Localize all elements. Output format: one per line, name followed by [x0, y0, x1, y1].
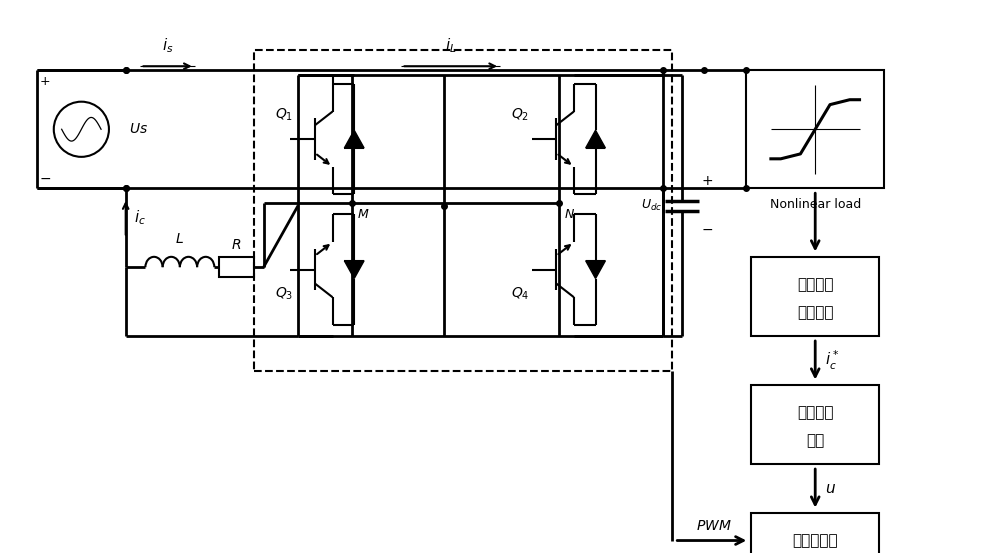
Polygon shape [344, 130, 364, 148]
Text: −: − [40, 172, 52, 185]
Text: 谐波检测: 谐波检测 [797, 305, 833, 320]
Text: $i_c^*$: $i_c^*$ [825, 349, 840, 372]
Bar [751, 385, 879, 464]
Text: 三角波调制: 三角波调制 [792, 533, 838, 548]
Text: $Us$: $Us$ [129, 123, 148, 136]
Text: $L$: $L$ [175, 232, 184, 246]
Text: $i_c$: $i_c$ [134, 208, 146, 227]
Text: 瞬时无功: 瞬时无功 [797, 277, 833, 292]
Bar [746, 70, 884, 188]
Text: +: + [702, 174, 714, 188]
Text: $N$: $N$ [564, 208, 575, 221]
Text: $Q_3$: $Q_3$ [275, 286, 293, 302]
Polygon shape [586, 261, 605, 278]
Text: 控制: 控制 [806, 433, 824, 448]
Bar [751, 257, 879, 336]
Text: $Q_4$: $Q_4$ [511, 286, 530, 302]
Bar [219, 257, 254, 277]
Text: $R$: $R$ [231, 238, 242, 252]
Text: $U_{dc}$: $U_{dc}$ [641, 198, 663, 213]
Text: $Q_1$: $Q_1$ [275, 106, 293, 123]
Text: −: − [702, 223, 714, 237]
Text: $PWM$: $PWM$ [696, 519, 731, 532]
Text: 电流跟踪: 电流跟踪 [797, 405, 833, 421]
Bar [751, 514, 879, 557]
Text: $Q_2$: $Q_2$ [511, 106, 530, 123]
Polygon shape [586, 130, 605, 148]
Polygon shape [344, 261, 364, 278]
Text: $M$: $M$ [357, 208, 370, 221]
Bar [254, 51, 672, 370]
Text: $i_s$: $i_s$ [162, 37, 173, 55]
Text: Nonlinear load: Nonlinear load [770, 198, 861, 211]
Text: +: + [40, 75, 51, 88]
Text: $u$: $u$ [825, 481, 836, 496]
Text: $i_L$: $i_L$ [445, 37, 457, 55]
